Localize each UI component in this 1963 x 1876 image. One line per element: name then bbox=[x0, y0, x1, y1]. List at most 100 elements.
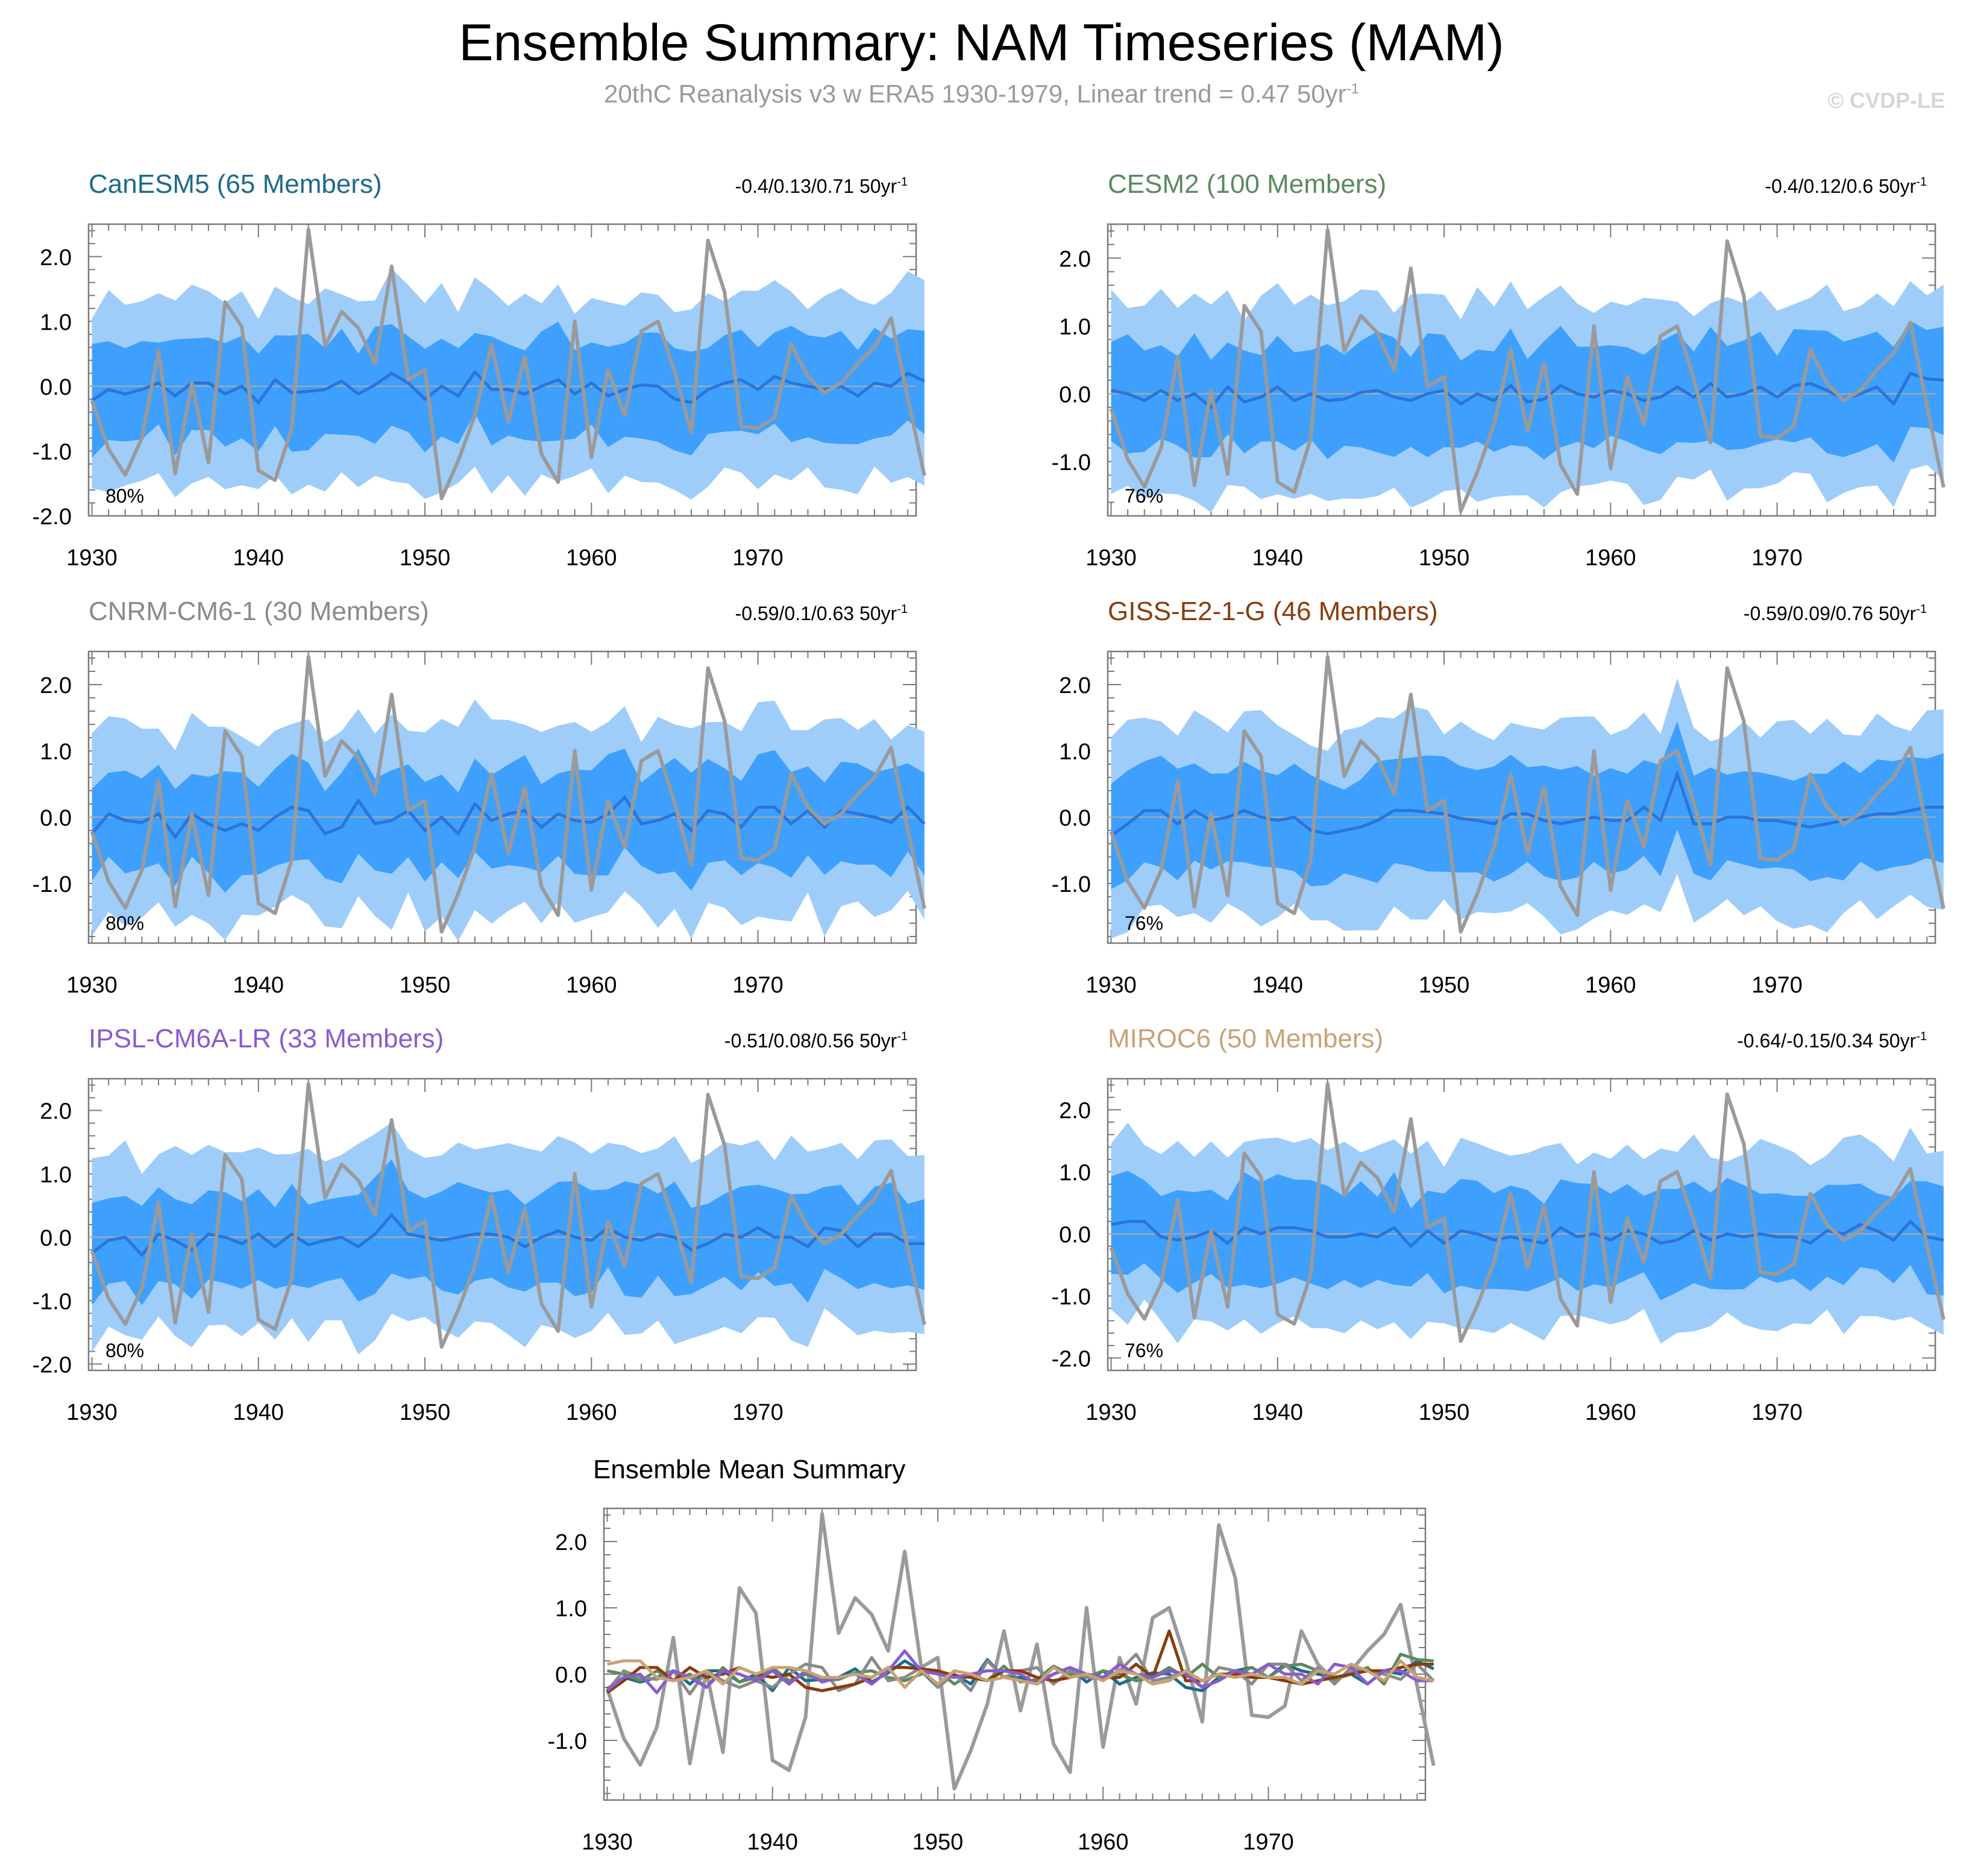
percent-label: 80% bbox=[105, 1340, 144, 1361]
y-tick-label: 2.0 bbox=[1059, 246, 1091, 272]
panel-title: IPSL-CM6A-LR (33 Members) bbox=[89, 1024, 444, 1053]
panel-title: GISS-E2-1-G (46 Members) bbox=[1108, 597, 1438, 626]
observed-line bbox=[90, 654, 926, 934]
y-tick-label: -1.0 bbox=[33, 1289, 72, 1314]
observed-line bbox=[1109, 228, 1946, 513]
x-tick-label: 1970 bbox=[1751, 1400, 1803, 1425]
x-tick-label: 1930 bbox=[66, 973, 118, 998]
ensemble-mean-line bbox=[91, 369, 925, 405]
x-tick-label: 1960 bbox=[1585, 1400, 1636, 1425]
ensemble-mean-line bbox=[90, 795, 926, 840]
subtitle: 20thC Reanalysis v3 w ERA5 1930-1979, Li… bbox=[0, 80, 1963, 108]
ensemble-inner-band bbox=[92, 748, 925, 893]
y-tick-label: -2.0 bbox=[1052, 1346, 1091, 1372]
y-tick-label: 2.0 bbox=[555, 1530, 587, 1555]
trend-label-text: -0.4/0.13/0.71 50yr bbox=[735, 175, 897, 197]
observed-line bbox=[90, 1082, 926, 1349]
trend-label-exponent: -1 bbox=[897, 1030, 908, 1043]
model-panel: -2.0 -1.0 0.0 1.0 2.0 1930 1940 1950 1960 1970 IPS… bbox=[33, 1024, 926, 1425]
y-tick-label: 1.0 bbox=[1059, 739, 1091, 765]
x-tick-label: 1960 bbox=[566, 545, 617, 571]
y-tick-label: 0.0 bbox=[40, 375, 72, 400]
trend-label-exponent: -1 bbox=[897, 175, 908, 189]
y-tick-label: -1.0 bbox=[33, 439, 72, 465]
x-tick-label: 1930 bbox=[1085, 1400, 1137, 1425]
trend-label: -0.4/0.12/0.6 50yr-1 bbox=[1765, 175, 1927, 197]
y-tick-label: 1.0 bbox=[40, 310, 72, 335]
plot-frame bbox=[603, 1507, 1427, 1801]
y-tick-label: 1.0 bbox=[555, 1596, 587, 1622]
y-tick-label: 2.0 bbox=[1059, 673, 1091, 698]
x-tick-label: 1940 bbox=[233, 1400, 284, 1425]
trend-label-exponent: -1 bbox=[1916, 603, 1927, 616]
x-tick-label: 1930 bbox=[1085, 973, 1137, 998]
x-tick-label: 1960 bbox=[566, 973, 617, 998]
panel-title: MIROC6 (50 Members) bbox=[1108, 1024, 1383, 1053]
trend-label: -0.51/0.08/0.56 50yr-1 bbox=[724, 1030, 908, 1052]
summary-panel: -1.0 0.0 1.0 2.0 1930 1940 1950 1960 1970 Ensembl… bbox=[548, 1455, 1436, 1855]
y-tick-label: -2.0 bbox=[33, 504, 72, 530]
ensemble-mean-line bbox=[1110, 769, 1944, 837]
x-tick-label: 1950 bbox=[400, 1400, 451, 1425]
x-tick-label: 1940 bbox=[1252, 973, 1304, 998]
subtitle-exponent: -1 bbox=[1346, 81, 1359, 97]
ensemble-inner-band bbox=[1111, 1170, 1944, 1300]
y-tick-label: 2.0 bbox=[1059, 1098, 1091, 1123]
trend-label-text: -0.59/0.1/0.63 50yr bbox=[735, 603, 897, 624]
percent-label: 76% bbox=[1125, 485, 1163, 507]
trend-label: -0.59/0.1/0.63 50yr-1 bbox=[735, 603, 908, 624]
model-panel: -1.0 0.0 1.0 2.0 1930 1940 1950 1960 1970 CESM2 (… bbox=[1052, 169, 1946, 571]
x-tick-label: 1930 bbox=[1085, 545, 1137, 571]
y-tick-label: 2.0 bbox=[40, 1099, 72, 1125]
ensemble-mean-line bbox=[1111, 1219, 1944, 1249]
y-tick-label: 2.0 bbox=[40, 245, 72, 271]
x-tick-label: 1930 bbox=[66, 545, 118, 571]
model-panel: -1.0 0.0 1.0 2.0 1930 1940 1950 1960 1970 CNRM-CM… bbox=[33, 597, 926, 998]
x-tick-label: 1940 bbox=[747, 1830, 798, 1855]
panel-title: CNRM-CM6-1 (30 Members) bbox=[89, 597, 429, 626]
ensemble-mean-line bbox=[1111, 371, 1944, 410]
trend-label: -0.4/0.13/0.71 50yr-1 bbox=[735, 175, 908, 197]
y-tick-label: -1.0 bbox=[1052, 450, 1091, 475]
y-tick-label: -1.0 bbox=[1052, 872, 1091, 897]
model-panel: -1.0 0.0 1.0 2.0 1930 1940 1950 1960 1970 GISS-E2… bbox=[1052, 597, 1946, 998]
x-tick-label: 1940 bbox=[1252, 1400, 1304, 1425]
percent-label: 76% bbox=[1125, 1340, 1163, 1361]
y-tick-label: 1.0 bbox=[1059, 1160, 1091, 1185]
x-tick-label: 1950 bbox=[1419, 545, 1470, 571]
model-mean-line bbox=[607, 1659, 1434, 1689]
y-tick-label: 0.0 bbox=[1059, 1222, 1091, 1247]
observed-line bbox=[90, 227, 926, 500]
y-tick-label: 1.0 bbox=[1059, 315, 1091, 340]
trend-label-exponent: -1 bbox=[1916, 1030, 1927, 1043]
y-tick-label: 0.0 bbox=[40, 806, 72, 831]
x-tick-label: 1970 bbox=[732, 1400, 784, 1425]
x-tick-label: 1970 bbox=[1751, 973, 1803, 998]
y-tick-label: 0.0 bbox=[40, 1226, 72, 1251]
percent-label: 80% bbox=[105, 485, 144, 507]
summary-title: Ensemble Mean Summary bbox=[593, 1455, 905, 1484]
panel-title: CanESM5 (65 Members) bbox=[89, 169, 382, 199]
watermark: © CVDP-LE bbox=[1827, 88, 1945, 113]
x-tick-label: 1940 bbox=[233, 545, 284, 571]
y-tick-label: -1.0 bbox=[548, 1729, 587, 1754]
model-panel: -2.0 -1.0 0.0 1.0 2.0 1930 1940 1950 1960 1970 Can… bbox=[33, 169, 926, 571]
x-tick-label: 1950 bbox=[400, 545, 451, 571]
model-mean-line bbox=[606, 1649, 1434, 1695]
x-tick-label: 1950 bbox=[1419, 1400, 1470, 1425]
x-tick-label: 1950 bbox=[400, 973, 451, 998]
trend-label-exponent: -1 bbox=[897, 603, 908, 616]
y-tick-label: 0.0 bbox=[555, 1663, 587, 1688]
trend-label-text: -0.4/0.12/0.6 50yr bbox=[1765, 175, 1916, 197]
x-tick-label: 1930 bbox=[582, 1830, 633, 1855]
x-tick-label: 1960 bbox=[1078, 1830, 1129, 1855]
x-tick-label: 1930 bbox=[66, 1400, 118, 1425]
ensemble-mean-line bbox=[90, 1212, 925, 1258]
x-tick-label: 1970 bbox=[732, 545, 784, 571]
y-tick-label: 0.0 bbox=[1059, 382, 1091, 407]
y-tick-label: -1.0 bbox=[33, 872, 72, 897]
observed-line bbox=[605, 1511, 1436, 1791]
x-tick-label: 1940 bbox=[1252, 545, 1304, 571]
ensemble-inner-band bbox=[1111, 721, 1944, 889]
x-tick-label: 1970 bbox=[1751, 545, 1803, 571]
